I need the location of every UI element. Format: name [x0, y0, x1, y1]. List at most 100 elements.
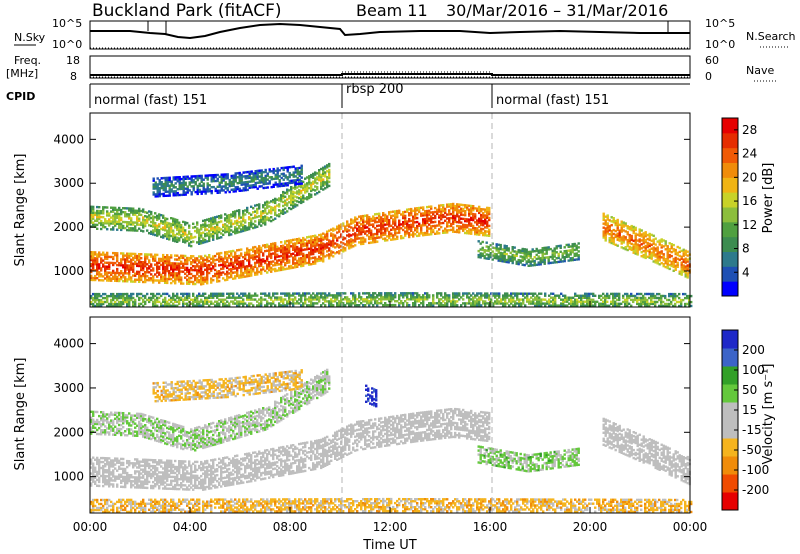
- heatmap-cell: [220, 255, 223, 259]
- heatmap-cell: [202, 292, 205, 295]
- heatmap-cell: [92, 263, 95, 266]
- heatmap-cell: [308, 259, 311, 262]
- heatmap-cell: [242, 229, 245, 233]
- heatmap-cell: [280, 166, 283, 170]
- heatmap-cell: [444, 302, 447, 305]
- heatmap-cell: [234, 257, 237, 260]
- heatmap-cell: [232, 277, 235, 280]
- heatmap-cell: [368, 296, 371, 299]
- heatmap-cell: [270, 268, 273, 271]
- heatmap-cell: [470, 210, 473, 214]
- heatmap-cell: [634, 238, 637, 241]
- heatmap-cell: [254, 204, 257, 207]
- heatmap-cell: [248, 302, 251, 305]
- heatmap-cell: [426, 292, 429, 295]
- heatmap-cell: [384, 294, 387, 297]
- heatmap-cell: [272, 167, 275, 171]
- heatmap-cell: [246, 176, 249, 180]
- heatmap-cell: [382, 217, 385, 221]
- heatmap-cell: [372, 233, 375, 236]
- heatmap-cell: [482, 220, 485, 223]
- heatmap-cell: [472, 207, 475, 210]
- heatmap-cell: [294, 199, 297, 202]
- heatmap-cell: [136, 221, 139, 224]
- heatmap-cell: [108, 294, 111, 298]
- heatmap-cell: [346, 222, 349, 225]
- heatmap-cell: [142, 280, 145, 284]
- heatmap-cell: [644, 252, 647, 256]
- nsky-strip: N.Sky 10^5 10^0 10^5 10^0 N.Search: [14, 17, 796, 51]
- heatmap-cell: [260, 302, 263, 305]
- heatmap-cell: [432, 221, 435, 224]
- heatmap-cell: [124, 300, 127, 304]
- heatmap-cell: [100, 298, 103, 302]
- heatmap-cell: [364, 300, 367, 303]
- heatmap-cell: [256, 173, 259, 177]
- heatmap-cell: [354, 218, 357, 221]
- heatmap-cell: [636, 243, 639, 246]
- heatmap-cell: [300, 251, 303, 254]
- heatmap-cell: [404, 222, 407, 225]
- heatmap-cell: [474, 300, 477, 303]
- heatmap-cell: [200, 283, 203, 286]
- heatmap-cell: [110, 300, 113, 304]
- heatmap-cell: [174, 220, 177, 223]
- heatmap-cell: [164, 190, 167, 193]
- heatmap-cell: [278, 302, 281, 305]
- heatmap-cell: [302, 242, 305, 246]
- heatmap-cell: [406, 224, 409, 227]
- heatmap-cell: [104, 226, 107, 229]
- heatmap-cell: [322, 242, 325, 245]
- heatmap-cell: [236, 259, 239, 262]
- heatmap-cell: [200, 279, 203, 282]
- heatmap-cell: [194, 175, 197, 178]
- heatmap-cell: [250, 268, 253, 271]
- heatmap-cell: [134, 229, 137, 232]
- heatmap-cell: [332, 227, 335, 230]
- heatmap-cell: [178, 256, 181, 259]
- heatmap-cell: [294, 171, 297, 174]
- heatmap-cell: [184, 254, 187, 258]
- heatmap-cell: [654, 243, 657, 246]
- heatmap-cell: [300, 168, 303, 171]
- heatmap-cell: [232, 180, 235, 183]
- heatmap-cell: [274, 181, 277, 184]
- heatmap-cell: [328, 241, 331, 244]
- heatmap-cell: [298, 257, 301, 260]
- heatmap-cell: [390, 224, 393, 227]
- heatmap-cell: [378, 292, 381, 295]
- heatmap-cell: [126, 278, 129, 281]
- heatmap-cell: [250, 170, 253, 173]
- heatmap-cell: [476, 229, 479, 232]
- heatmap-cell: [664, 258, 667, 261]
- heatmap-cell: [102, 263, 105, 266]
- heatmap-cell: [216, 235, 219, 238]
- heatmap-cell: [252, 216, 255, 220]
- heatmap-cell: [644, 240, 647, 244]
- heatmap-cell: [240, 230, 243, 233]
- heatmap-cell: [442, 229, 445, 233]
- heatmap-cell: [100, 219, 103, 223]
- heatmap-cell: [454, 208, 457, 212]
- heatmap-cell: [254, 261, 257, 265]
- heatmap-cell: [284, 211, 287, 214]
- heatmap-cell: [90, 262, 93, 266]
- heatmap-cell: [102, 296, 105, 300]
- heatmap-cell: [242, 298, 245, 301]
- heatmap-cell: [274, 257, 277, 261]
- heatmap-cell: [386, 294, 389, 297]
- heatmap-cell: [523, 252, 526, 255]
- heatmap-cell: [440, 225, 443, 229]
- heatmap-cell: [184, 191, 187, 194]
- heatmap-cell: [350, 300, 353, 303]
- heatmap-cell: [296, 173, 299, 176]
- heatmap-cell: [497, 257, 500, 260]
- heatmap-cell: [316, 188, 319, 191]
- heatmap-cell: [252, 184, 255, 187]
- heatmap-cell: [358, 221, 361, 224]
- heatmap-cell: [228, 294, 231, 297]
- heatmap-cell: [172, 235, 175, 238]
- heatmap-cell: [270, 212, 273, 215]
- heatmap-cell: [424, 298, 427, 301]
- heatmap-cell: [174, 182, 177, 185]
